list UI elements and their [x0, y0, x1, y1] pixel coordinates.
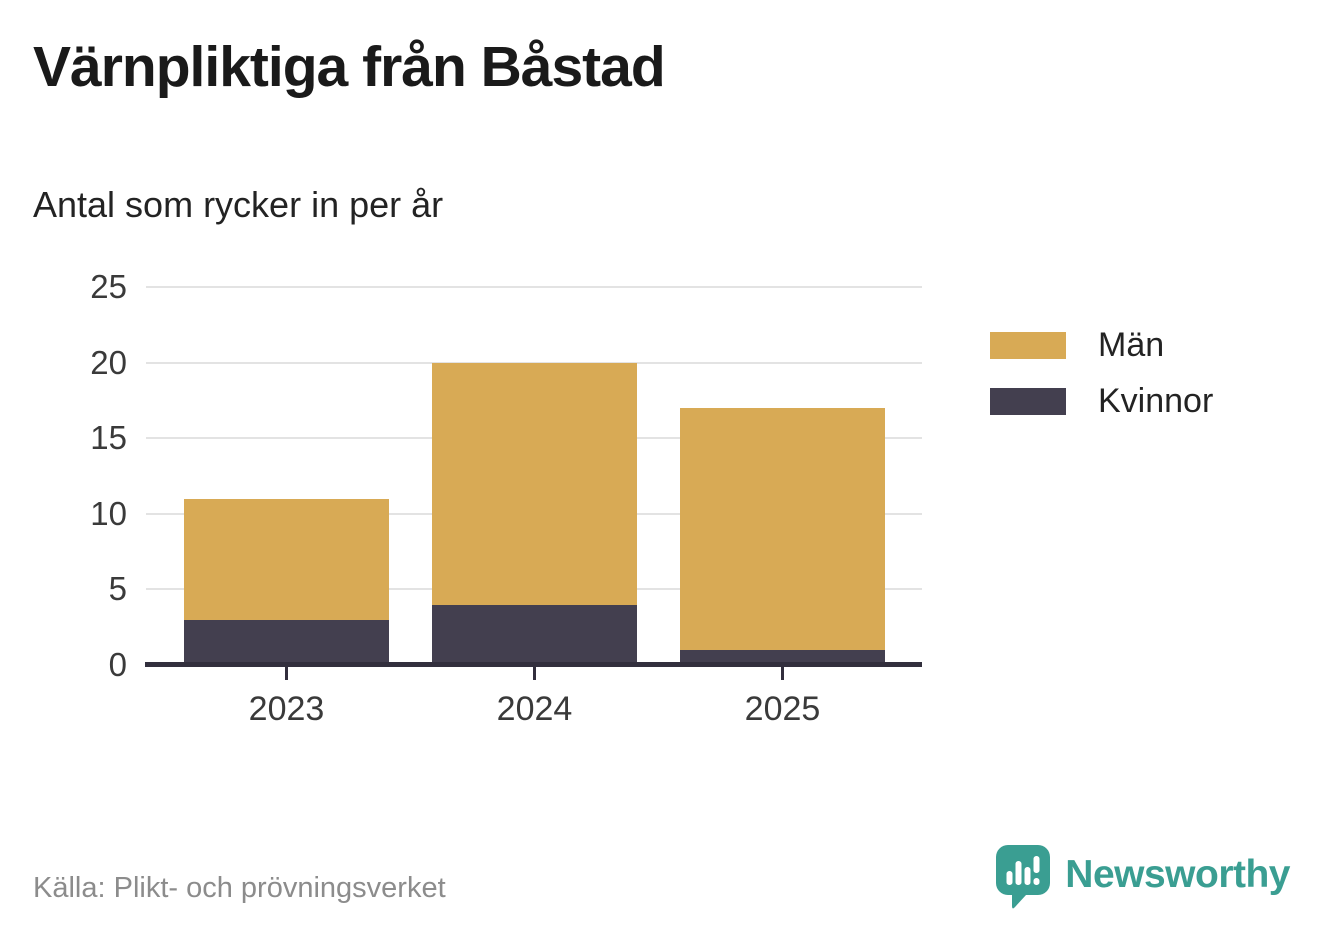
y-axis-label-15: 15 — [90, 419, 127, 457]
bar-2024-kvinnor — [432, 604, 637, 665]
bar-2025-män — [680, 407, 885, 650]
x-axis-label-2023: 2023 — [248, 690, 325, 728]
y-axis-label-25: 25 — [90, 268, 127, 305]
bar-2024-män — [432, 362, 637, 605]
legend-item-kvinnor: Kvinnor — [990, 382, 1214, 420]
x-axis-label-2024: 2024 — [496, 690, 573, 728]
y-axis-label-10: 10 — [90, 494, 127, 532]
chart-subtitle: Antal som rycker in per år — [33, 184, 444, 225]
legend-item-män: Män — [990, 326, 1213, 364]
legend-label-kvinnor: Kvinnor — [1098, 382, 1214, 420]
x-axis-tick-2024 — [533, 667, 536, 680]
legend-swatch-män — [990, 332, 1066, 359]
y-axis-label-5: 5 — [108, 570, 127, 608]
x-axis-tick-2025 — [781, 667, 784, 680]
legend-label-män: Män — [1098, 326, 1165, 364]
gridline-y-25 — [146, 286, 922, 288]
y-axis-label-20: 20 — [90, 343, 127, 381]
bar-2023-män — [184, 498, 389, 620]
brand-name: Newsworthy — [1065, 853, 1290, 896]
x-axis-tick-2023 — [285, 667, 288, 680]
brand-logo: Newsworthy — [995, 844, 1290, 919]
x-axis-line — [145, 662, 922, 667]
x-axis-label-2025: 2025 — [744, 690, 821, 728]
bar-2023-kvinnor — [184, 619, 389, 665]
chart-title: Värnpliktiga från Båstad — [33, 35, 666, 99]
y-axis-label-0: 0 — [108, 646, 127, 683]
legend: Män Kvinnor — [990, 326, 1214, 420]
source-note: Källa: Plikt- och prövningsverket — [33, 872, 446, 904]
bar-2025-kvinnor — [680, 649, 885, 665]
newsworthy-bubble-chart-icon — [995, 844, 1051, 919]
legend-swatch-kvinnor — [990, 388, 1066, 415]
